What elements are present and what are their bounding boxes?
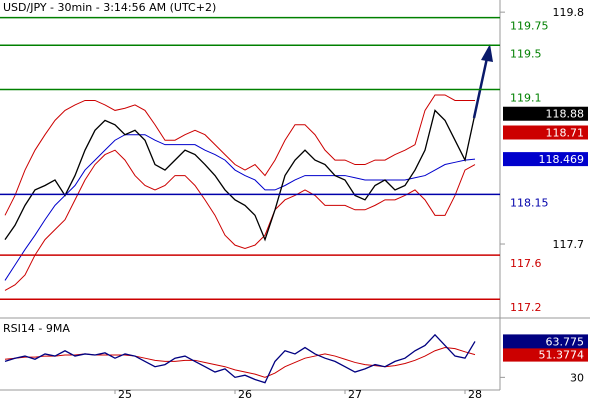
price-tag xyxy=(503,347,588,362)
x-tick-label: 27 xyxy=(348,388,362,400)
price-tag-label: 118.88 xyxy=(546,108,585,121)
forecast-arrow xyxy=(472,57,489,119)
y-tick-label: 30 xyxy=(570,371,584,384)
x-tick-label: 28 xyxy=(468,388,482,400)
price-tag-label: 118.469 xyxy=(539,153,585,166)
level-label: 119.1 xyxy=(510,91,542,104)
series-line xyxy=(4,94,475,216)
level-label: 119.5 xyxy=(510,47,542,60)
series-line xyxy=(4,109,476,242)
price-tag-label: 51.3774 xyxy=(539,349,585,362)
y-tick-label: 119.8 xyxy=(553,6,585,19)
price-tag-label: 118.71 xyxy=(546,127,585,140)
level-label: 117.6 xyxy=(510,257,542,270)
x-tick-label: 26 xyxy=(238,388,252,400)
series-line xyxy=(4,149,476,291)
price-tag xyxy=(503,334,588,349)
series-line xyxy=(4,333,476,384)
price-tag xyxy=(503,125,588,140)
price-tag xyxy=(503,106,588,121)
arrow-head xyxy=(481,44,493,62)
rsi-title: RSI14 - 9MA xyxy=(3,322,70,335)
price-tag xyxy=(503,152,588,167)
x-tick-label: 25 xyxy=(118,388,132,400)
level-label: 119.75 xyxy=(510,20,549,33)
price-tag-label: 63.775 xyxy=(546,335,585,348)
chart-title: USD/JPY - 30min - 3:14:56 AM (UTC+2) xyxy=(3,1,216,14)
level-label: 118.15 xyxy=(510,196,549,209)
series-line xyxy=(4,134,476,281)
level-label: 117.2 xyxy=(510,301,542,314)
y-tick-label: 117.7 xyxy=(553,238,585,251)
